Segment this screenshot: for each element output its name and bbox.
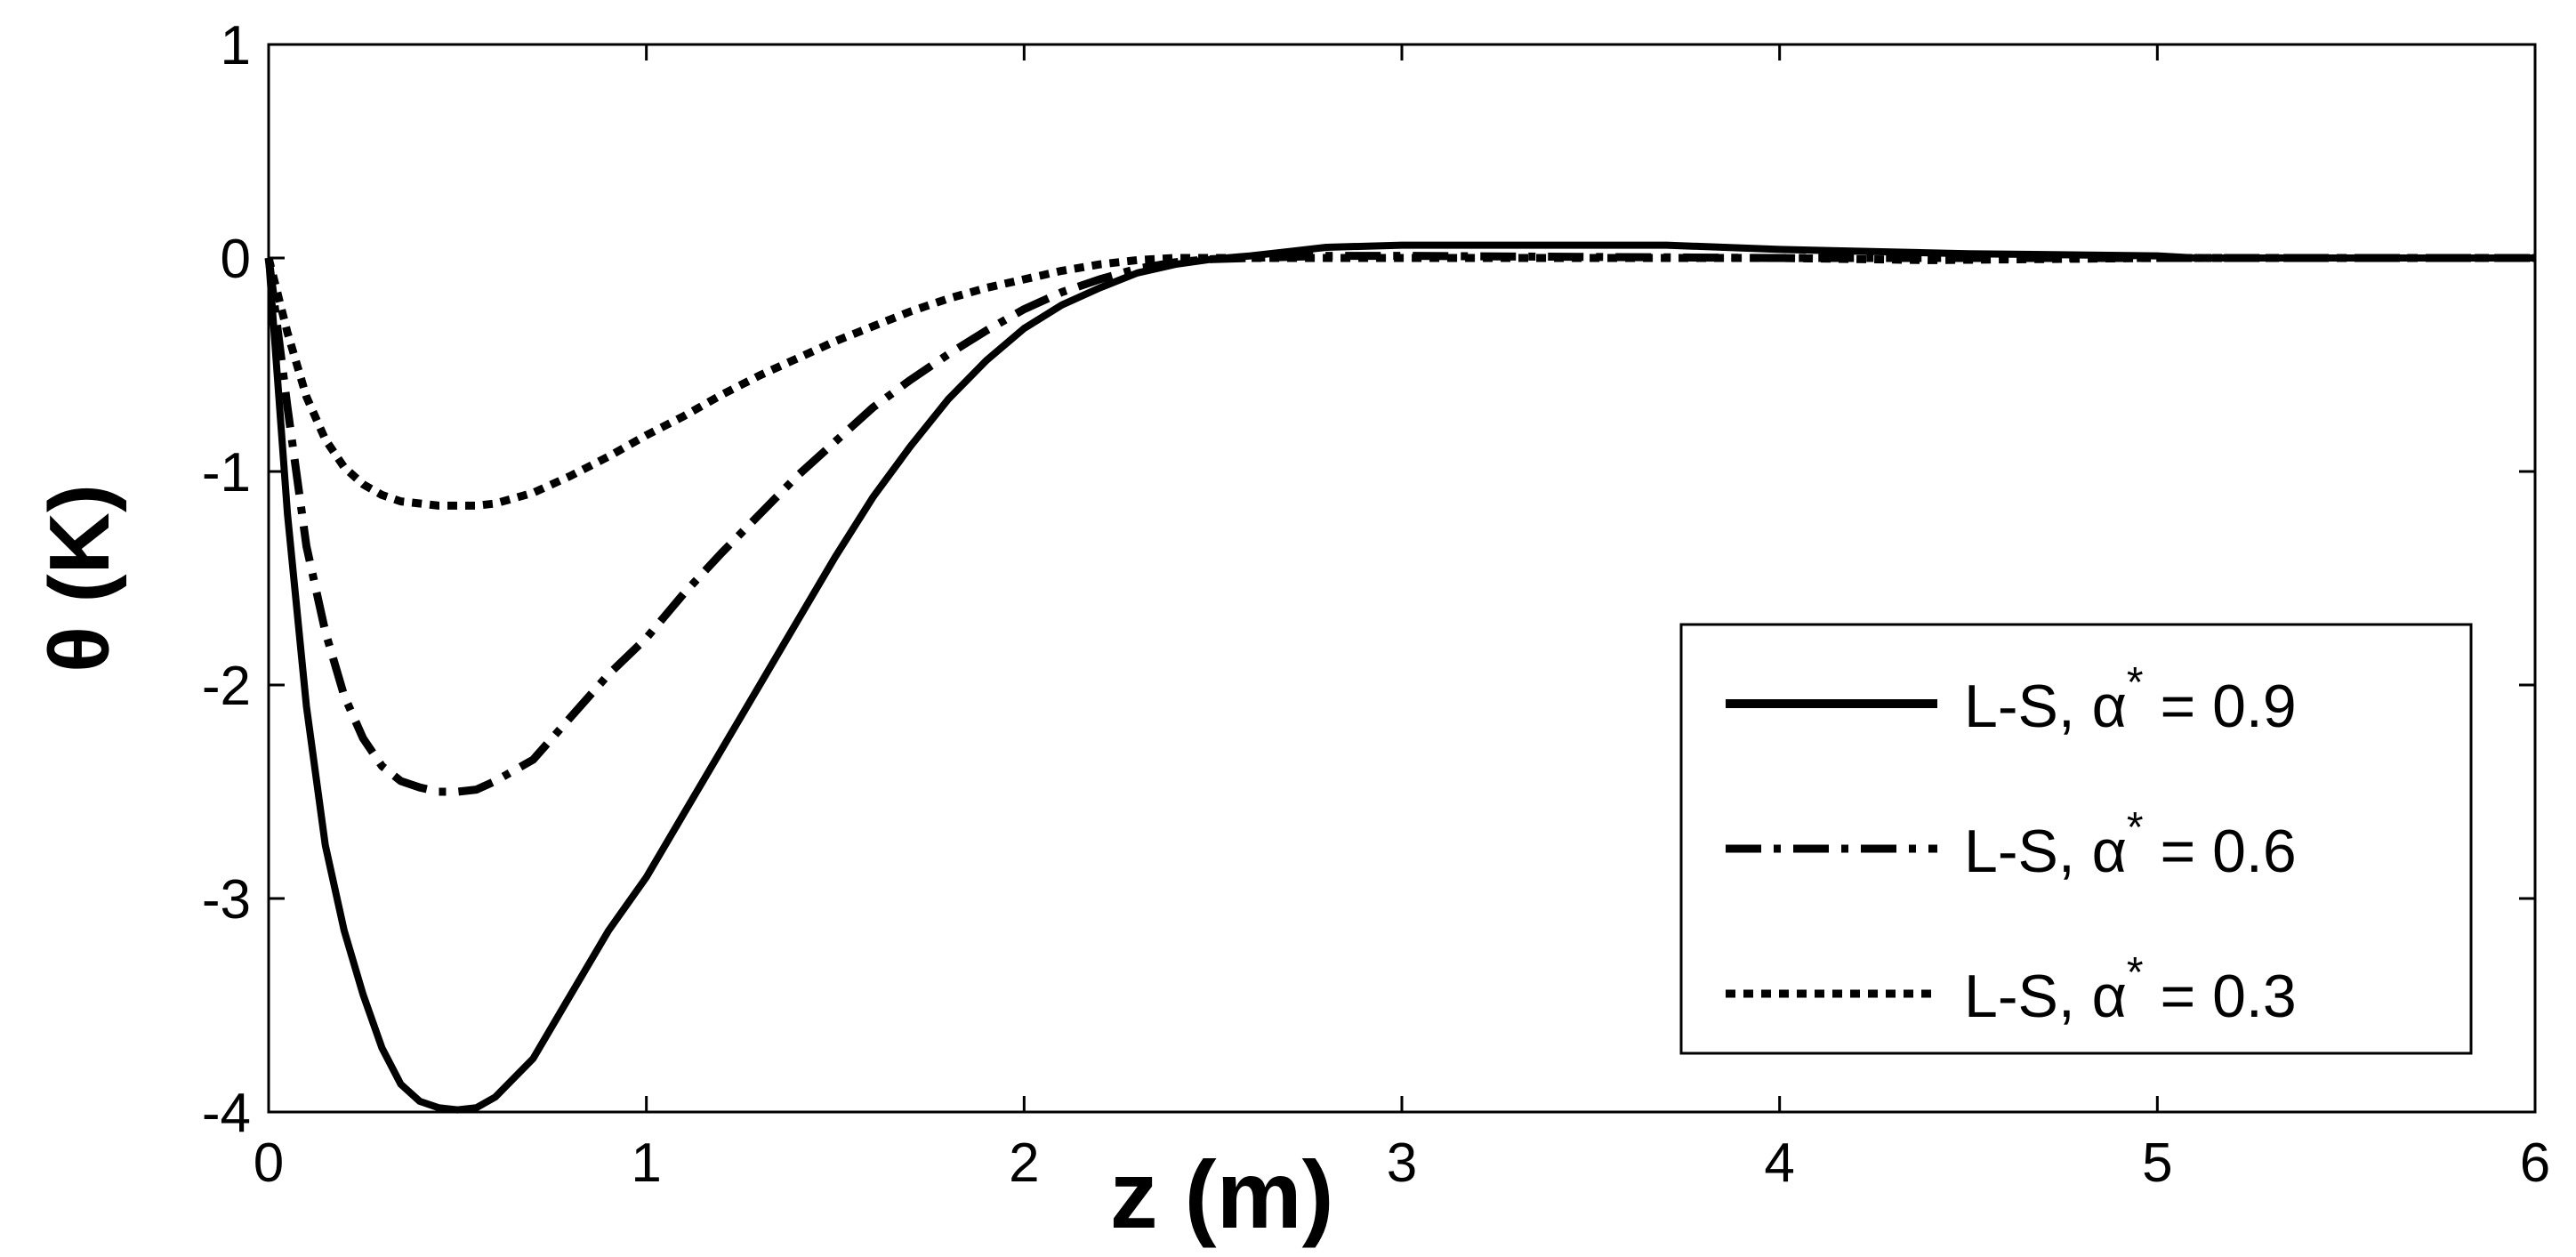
series-line-1 <box>265 241 2535 1114</box>
y-axis-title: θ (K) <box>32 484 127 673</box>
x-tick-label: 3 <box>1387 1132 1417 1194</box>
tick-labels: 0 1 2 3 4 5 6 -4 -3 -2 -1 0 1 <box>202 15 2550 1194</box>
x-axis-title: z (m) <box>1110 1140 1334 1248</box>
x-tick-label: 2 <box>1009 1132 1039 1194</box>
x-tick-label: 0 <box>254 1132 284 1194</box>
legend: L-S, α* = 0.9 L-S, α* = 0.6 L-S, α* = 0.3 <box>1679 623 2473 1055</box>
y-tick-label: -1 <box>202 442 251 504</box>
plot-series <box>264 241 2535 1114</box>
y-tick-label: -4 <box>202 1083 251 1144</box>
x-tick-label: 6 <box>2520 1132 2550 1194</box>
legend-box <box>1679 623 2473 1055</box>
series-line-3 <box>264 254 2535 510</box>
legend-label-3: L-S, α* = 0.3 <box>1964 949 2297 1030</box>
y-tick-label: 0 <box>221 229 251 290</box>
y-tick-label: -3 <box>202 869 251 931</box>
x-tick-label: 4 <box>1764 1132 1794 1194</box>
legend-label-2: L-S, α* = 0.6 <box>1964 804 2297 885</box>
series-line-2 <box>264 252 2535 796</box>
x-tick-label: 5 <box>2142 1132 2172 1194</box>
y-tick-label: 1 <box>221 15 251 77</box>
legend-label-1: L-S, α* = 0.9 <box>1964 659 2297 740</box>
y-tick-label: -2 <box>202 656 251 717</box>
x-tick-label: 1 <box>631 1132 661 1194</box>
axis-ticks <box>267 43 2537 1114</box>
